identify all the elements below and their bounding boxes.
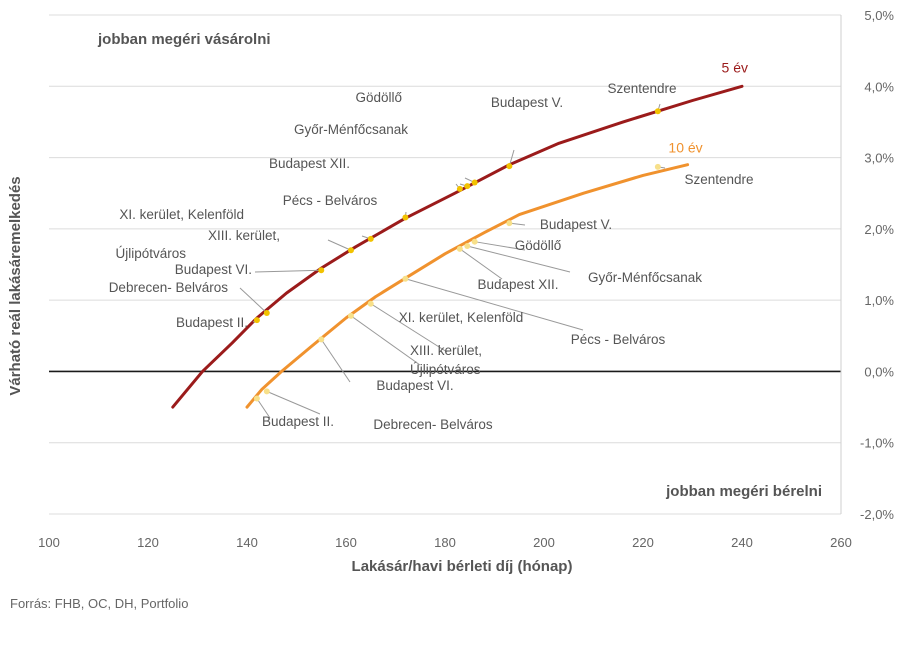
leader-line — [320, 339, 351, 383]
x-tick-label: 260 — [830, 535, 852, 550]
leader-line — [256, 398, 271, 419]
data-point — [347, 247, 354, 254]
data-point — [263, 309, 270, 316]
point-label: Debrecen- Belváros — [373, 417, 493, 432]
y-tick-label: 2,0% — [864, 222, 894, 237]
point-label: Budapest V. — [540, 217, 612, 232]
leader-line — [459, 248, 503, 280]
data-point — [402, 275, 409, 282]
point-label: Budapest XII. — [477, 277, 558, 292]
x-tick-label: 220 — [632, 535, 654, 550]
data-point — [402, 214, 409, 221]
point-label: XI. kerület, Kelenföld — [119, 207, 244, 222]
leader-line — [474, 241, 526, 251]
series-label: 10 év — [668, 140, 702, 156]
leader-line — [467, 245, 571, 273]
x-tick-label: 200 — [533, 535, 555, 550]
point-label: Pécs - Belváros — [571, 332, 666, 347]
point-label: XIII. kerület, — [208, 228, 280, 243]
point-label: Szentendre — [607, 81, 676, 96]
data-point — [367, 235, 374, 242]
leader-line — [266, 390, 321, 415]
series-line — [245, 163, 690, 409]
data-point — [263, 388, 270, 395]
point-label: Győr-Ménfőcsanak — [294, 122, 408, 137]
point-label-line2: Újlipótváros — [410, 362, 481, 377]
point-label: Debrecen- Belváros — [109, 280, 229, 295]
y-tick-label: -1,0% — [860, 436, 894, 451]
point-label: XIII. kerület, — [410, 343, 482, 358]
y-tick-label: 3,0% — [864, 151, 894, 166]
series-label: 5 év — [722, 59, 748, 75]
leader-line — [239, 287, 268, 314]
data-point — [464, 242, 471, 249]
data-point — [471, 179, 478, 186]
y-tick-label: 0,0% — [864, 364, 894, 379]
data-point — [253, 317, 260, 324]
point-label: Budapest II. — [176, 315, 248, 330]
point-label: Pécs - Belváros — [283, 193, 378, 208]
data-point — [506, 163, 513, 170]
annotation-top-left: jobban megéri vásárolni — [97, 31, 271, 48]
point-label-line2: Újlipótváros — [115, 246, 186, 261]
point-label: Gödöllő — [355, 90, 402, 105]
x-tick-label: 160 — [335, 535, 357, 550]
source-note: Forrás: FHB, OC, DH, Portfolio — [10, 596, 189, 611]
x-tick-label: 140 — [236, 535, 258, 550]
data-point — [456, 185, 463, 192]
x-tick-label: 240 — [731, 535, 753, 550]
y-axis-title: Várható reál lakásáremelkedés — [7, 176, 24, 395]
annotation-bottom-right: jobban megéri bérelni — [665, 483, 822, 500]
y-tick-label: 1,0% — [864, 293, 894, 308]
y-tick-label: 4,0% — [864, 79, 894, 94]
data-point — [253, 395, 260, 402]
leader-line — [405, 278, 584, 331]
leader-line — [254, 269, 322, 273]
x-axis-title: Lakásár/havi bérleti díj (hónap) — [352, 558, 573, 575]
data-point — [318, 267, 325, 274]
point-label: Szentendre — [684, 172, 753, 187]
axes: -2,0% -1,0% 0,0% 1,0% 2,0% 3,0% 4,0% 5,0% 100 120… — [38, 8, 894, 550]
y-tick-label: 5,0% — [864, 8, 894, 23]
data-point — [506, 220, 513, 227]
x-tick-label: 120 — [137, 535, 159, 550]
leader-line — [350, 315, 421, 366]
data-point — [464, 183, 471, 190]
data-point — [367, 300, 374, 307]
point-label: Budapest II. — [262, 414, 334, 429]
series-line — [171, 84, 744, 409]
series-lines — [171, 84, 744, 409]
y-tick-label: -2,0% — [860, 507, 894, 522]
grid-lines — [49, 14, 841, 515]
data-point — [347, 312, 354, 319]
x-tick-label: 180 — [434, 535, 456, 550]
leader-lines — [239, 103, 666, 419]
point-label: Győr-Ménfőcsanak — [588, 270, 702, 285]
point-labels: 5 év 10 év Budapest II. Debrecen- Belváros B… — [109, 59, 754, 432]
data-point — [471, 238, 478, 245]
point-label: Budapest VI. — [376, 378, 453, 393]
leader-line — [370, 303, 448, 353]
point-label: Budapest VI. — [175, 262, 252, 277]
data-point — [654, 163, 661, 170]
point-label: XI. kerület, Kelenföld — [399, 310, 524, 325]
x-tick-label: 100 — [38, 535, 60, 550]
data-point — [654, 108, 661, 115]
data-point — [318, 336, 325, 343]
point-label: Gödöllő — [515, 238, 562, 253]
data-points — [253, 108, 661, 402]
point-label: Budapest V. — [491, 95, 563, 110]
leader-line — [327, 239, 352, 251]
data-point — [456, 245, 463, 252]
point-label: Budapest XII. — [269, 156, 350, 171]
